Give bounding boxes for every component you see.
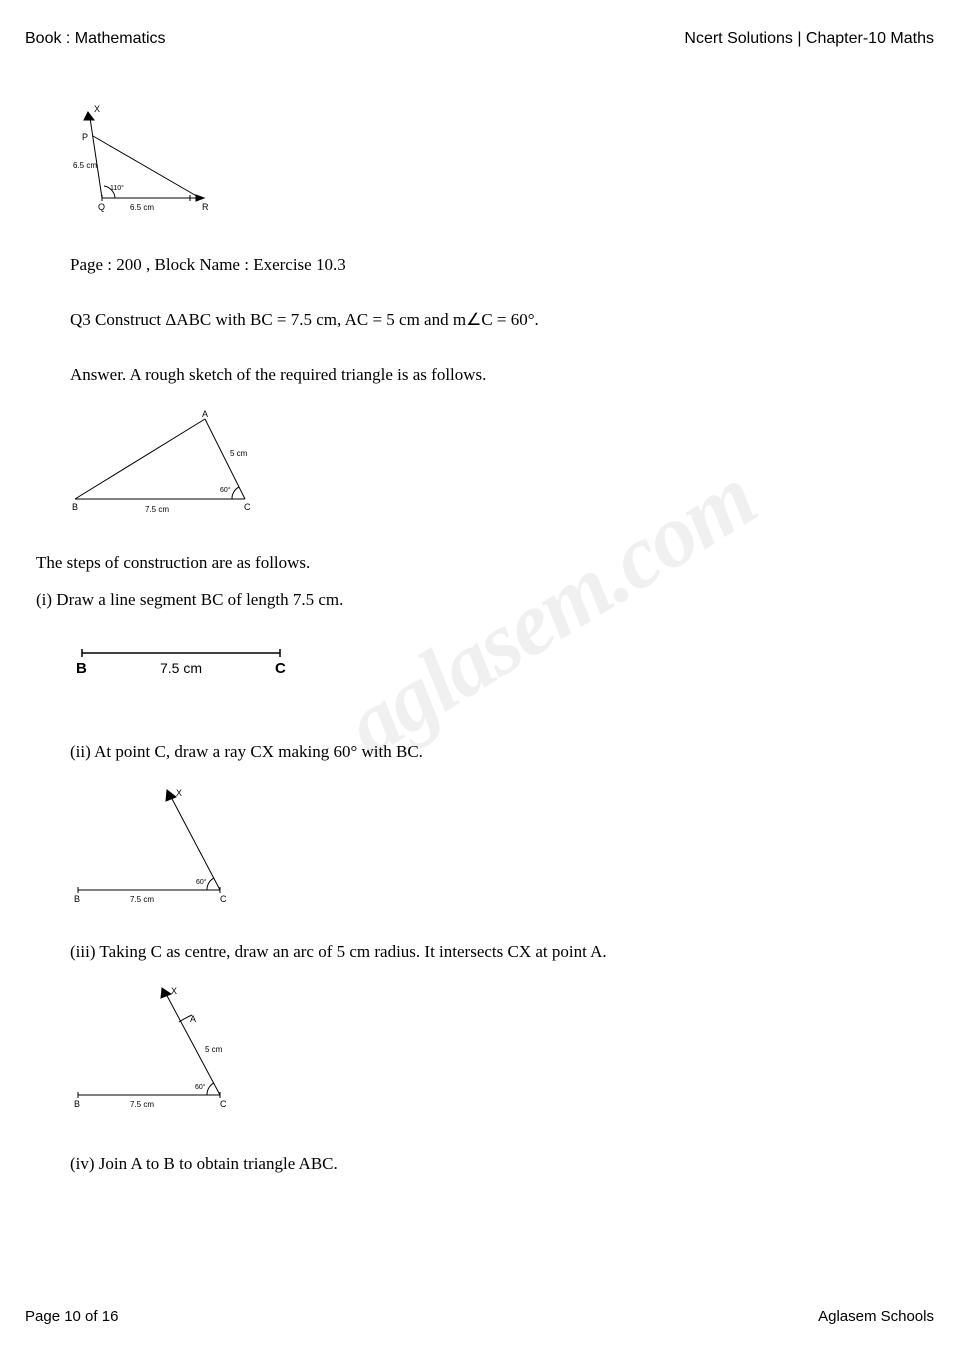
vertex-x: X xyxy=(94,104,100,114)
vertex-a: A xyxy=(190,1014,196,1024)
diagram-line-bc: B C 7.5 cm xyxy=(70,643,904,688)
angle-c-label: 60° xyxy=(196,878,207,886)
side-bc-label: 7.5 cm xyxy=(130,895,154,904)
vertex-c: C xyxy=(220,1099,227,1109)
side-ac-label: 5 cm xyxy=(230,449,248,458)
side-bc-label: 7.5 cm xyxy=(160,660,202,676)
header-left: Book : Mathematics xyxy=(25,30,166,48)
vertex-b: B xyxy=(76,660,87,677)
side-pq-label: 6.5 cm xyxy=(73,161,97,170)
vertex-b: B xyxy=(74,894,80,904)
diagram-ray-cx: X B C 7.5 cm 60° xyxy=(70,780,904,910)
vertex-q: Q xyxy=(98,202,105,212)
question-text: Q3 Construct ΔABC with BC = 7.5 cm, AC =… xyxy=(70,306,904,333)
vertex-r: R xyxy=(202,202,209,212)
vertex-x: X xyxy=(171,986,177,996)
footer-left: Page 10 of 16 xyxy=(25,1308,118,1325)
vertex-c: C xyxy=(220,894,227,904)
side-qr-label: 6.5 cm xyxy=(130,203,154,212)
vertex-c: C xyxy=(275,660,286,677)
angle-c-label: 60° xyxy=(220,486,231,494)
diagram-pqr: X P Q R 6.5 cm 6.5 cm 110° xyxy=(70,98,904,223)
answer-intro: Answer. A rough sketch of the required t… xyxy=(70,361,904,388)
step-4: (iv) Join A to B to obtain triangle ABC. xyxy=(70,1150,904,1177)
angle-q-label: 110° xyxy=(110,184,124,192)
vertex-b: B xyxy=(74,1099,80,1109)
step-2: (ii) At point C, draw a ray CX making 60… xyxy=(70,738,904,765)
vertex-c: C xyxy=(244,502,251,512)
vertex-b: B xyxy=(72,502,78,512)
angle-c-label: 60° xyxy=(195,1083,206,1091)
side-bc-label: 7.5 cm xyxy=(145,505,169,514)
steps-intro: The steps of construction are as follows… xyxy=(36,549,904,576)
diagram-abc-rough: A B C 5 cm 7.5 cm 60° xyxy=(70,404,904,529)
page-ref: Page : 200 , Block Name : Exercise 10.3 xyxy=(70,251,904,278)
vertex-a: A xyxy=(202,409,208,419)
step-1: (i) Draw a line segment BC of length 7.5… xyxy=(36,586,904,613)
vertex-x: X xyxy=(176,788,182,798)
side-bc-label: 7.5 cm xyxy=(130,1100,154,1109)
step-3: (iii) Taking C as centre, draw an arc of… xyxy=(70,938,904,965)
diagram-arc-a: X A B C 7.5 cm 5 cm 60° xyxy=(70,980,904,1115)
side-ca-label: 5 cm xyxy=(205,1045,223,1054)
vertex-p: P xyxy=(82,132,88,142)
header-right: Ncert Solutions | Chapter-10 Maths xyxy=(684,30,934,48)
footer-right: Aglasem Schools xyxy=(818,1308,934,1325)
